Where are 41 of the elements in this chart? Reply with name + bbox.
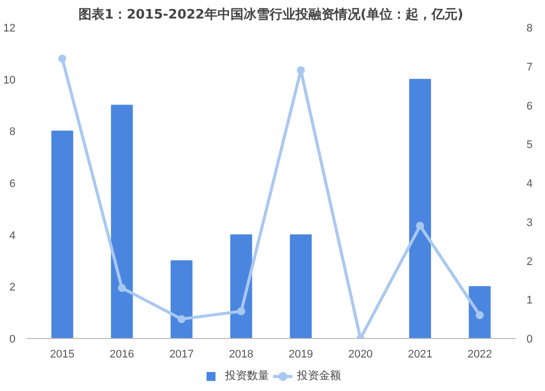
y-tick-label: 4 bbox=[9, 230, 16, 242]
x-tick-label: 2019 bbox=[288, 348, 314, 360]
bar bbox=[51, 130, 74, 338]
y2-tick-label: 2 bbox=[526, 256, 533, 268]
chart-title: 图表1：2015-2022年中国冰雪行业投融资情况(单位：起，亿元) bbox=[78, 6, 464, 22]
point bbox=[296, 66, 305, 74]
bar bbox=[110, 104, 133, 338]
point bbox=[416, 222, 424, 230]
y2-tick-label: 0 bbox=[526, 334, 533, 346]
bar bbox=[290, 234, 312, 338]
legend-label: 投资金额 bbox=[297, 368, 341, 383]
bar bbox=[409, 78, 432, 338]
point bbox=[476, 311, 484, 320]
y2-tick-label: 3 bbox=[526, 216, 533, 229]
y2-tick-label: 8 bbox=[526, 22, 533, 34]
bar bbox=[230, 234, 252, 338]
y-tick-label: 12 bbox=[3, 22, 16, 34]
y2-tick-label: 4 bbox=[526, 178, 533, 190]
y2-tick-label: 5 bbox=[526, 139, 533, 152]
x-tick-label: 2022 bbox=[467, 348, 492, 360]
x-tick-label: 2020 bbox=[348, 348, 373, 360]
y-tick-label: 2 bbox=[9, 282, 16, 294]
point bbox=[118, 284, 126, 292]
bar bbox=[170, 260, 192, 338]
y2-tick-label: 7 bbox=[526, 61, 533, 74]
legend-label: 投资数量 bbox=[225, 369, 269, 383]
y2-tick-label: 6 bbox=[526, 100, 533, 112]
y-tick-label: 0 bbox=[9, 334, 16, 346]
y-tick-label: 10 bbox=[3, 74, 16, 86]
y-tick-label: 6 bbox=[9, 178, 16, 190]
point bbox=[237, 307, 246, 316]
x-tick-label: 2017 bbox=[169, 348, 194, 360]
x-tick-label: 2018 bbox=[228, 348, 254, 360]
point bbox=[58, 54, 66, 63]
x-tick-label: 2021 bbox=[408, 348, 432, 360]
bar bbox=[468, 286, 491, 338]
y-tick-label: 8 bbox=[9, 126, 16, 138]
x-tick-label: 2016 bbox=[110, 348, 134, 360]
x-tick-label: 2015 bbox=[50, 348, 75, 360]
point bbox=[178, 315, 186, 324]
y2-tick-label: 1 bbox=[526, 294, 533, 307]
